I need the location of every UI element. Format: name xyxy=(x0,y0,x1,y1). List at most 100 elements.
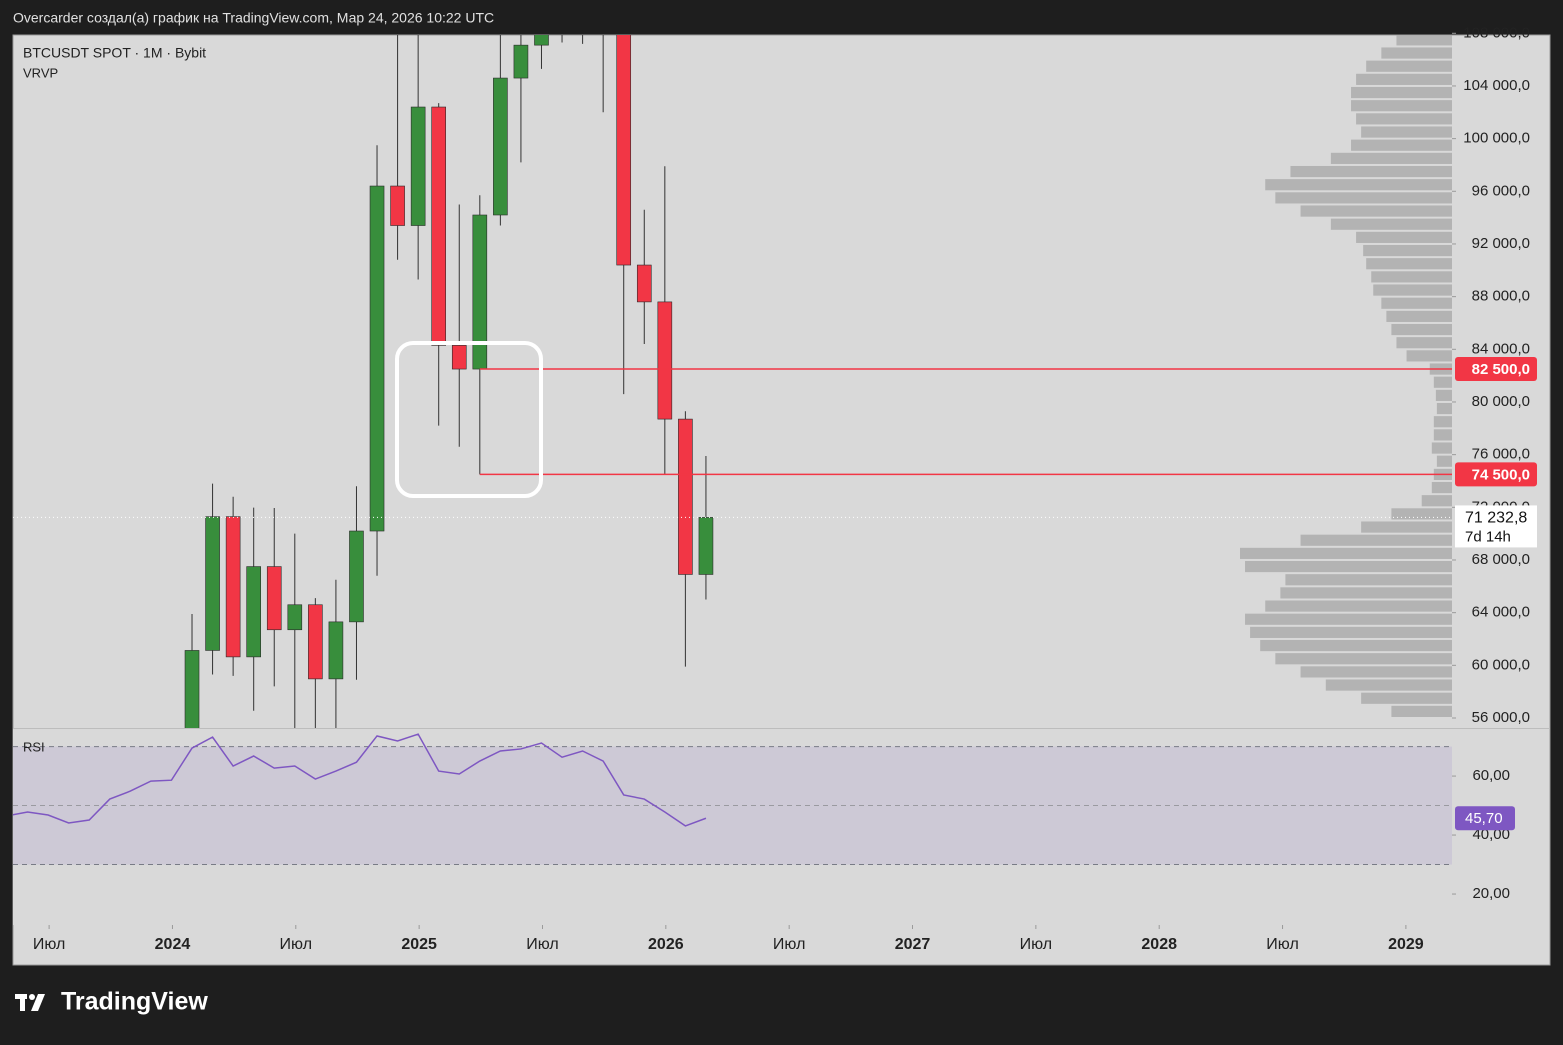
candle-body xyxy=(431,106,447,346)
volume-profile-bar xyxy=(1361,692,1452,704)
y-tick-label: 92 000,0 xyxy=(1472,235,1530,252)
volume-profile-bar xyxy=(1431,481,1452,494)
candle-body xyxy=(184,650,200,728)
candle-body xyxy=(678,418,693,575)
volume-profile-bar xyxy=(1265,179,1452,191)
volume-profile-bar xyxy=(1371,271,1452,283)
rsi-plot xyxy=(13,733,1452,866)
candle-body xyxy=(636,264,652,303)
volume-profile-bar xyxy=(1250,626,1452,638)
rsi-band xyxy=(13,746,1452,865)
volume-profile-bar xyxy=(1300,534,1452,546)
candle-body xyxy=(349,530,364,623)
volume-profile-bar xyxy=(1245,560,1452,573)
volume-profile-bar xyxy=(1391,323,1452,336)
x-tick-label: Июл xyxy=(1020,936,1052,953)
volume-profile-bar xyxy=(1363,244,1452,257)
price-pane xyxy=(13,35,1452,728)
volume-profile-bar xyxy=(1391,705,1452,717)
volume-profile-bar xyxy=(1406,350,1452,362)
x-tick-label: 2028 xyxy=(1141,936,1177,953)
volume-profile-bar xyxy=(1391,508,1452,520)
x-tick-label: 2024 xyxy=(155,936,191,953)
y-tick-label: 68 000,0 xyxy=(1472,551,1530,568)
candle-body xyxy=(657,301,673,420)
volume-profile-bar xyxy=(1356,113,1452,125)
volume-profile-bar xyxy=(1366,60,1452,72)
y-tick-label: 64 000,0 xyxy=(1472,604,1530,621)
logo-icon xyxy=(29,994,35,1000)
volume-profile-bar xyxy=(1245,613,1452,625)
x-tick-label: 2029 xyxy=(1388,936,1424,953)
candle-body xyxy=(328,621,344,680)
volume-profile-bar xyxy=(1300,666,1452,678)
x-tick-label: Июл xyxy=(773,936,805,953)
volume-profile-bar xyxy=(1433,416,1452,428)
price-line-label: 74 500,0 xyxy=(1472,466,1530,483)
candle-body xyxy=(698,517,714,575)
volume-profile-bar xyxy=(1265,600,1452,612)
last-price-box xyxy=(1455,505,1537,548)
candle-body xyxy=(472,214,488,370)
volume-profile-bar xyxy=(1361,521,1452,533)
candle-body xyxy=(369,185,385,532)
x-tick-label: Июл xyxy=(280,936,312,953)
volume-profile-bar xyxy=(1325,679,1452,691)
candle-body xyxy=(410,106,426,226)
volume-profile-bar xyxy=(1433,429,1452,441)
x-tick-label: 2025 xyxy=(401,936,437,953)
x-tick-label: Июл xyxy=(1266,936,1298,953)
volume-profile-bar xyxy=(1280,587,1452,599)
volume-profile-bar xyxy=(1290,165,1452,178)
y-tick-label: 104 000,0 xyxy=(1463,77,1530,94)
candle-body xyxy=(534,35,549,46)
volume-profile-bar xyxy=(1285,574,1452,586)
volume-profile-bar xyxy=(1356,73,1452,85)
candle-body xyxy=(266,566,282,631)
volume-profile-bar xyxy=(1351,100,1452,112)
volume-profile-bar xyxy=(1436,455,1452,467)
volume-profile-bar xyxy=(1351,86,1452,99)
candle-body xyxy=(390,185,405,226)
volume-profile-bar xyxy=(1381,47,1452,59)
x-tick-label: Июл xyxy=(526,936,558,953)
rsi-pane xyxy=(13,728,1452,925)
y-tick-label: 108 000,0 xyxy=(1463,24,1530,41)
volume-profile-bar xyxy=(1240,547,1452,559)
volume-profile-bar xyxy=(1396,337,1452,349)
candle-body xyxy=(287,604,303,631)
volume-profile-bar xyxy=(1361,126,1452,138)
y-tick-label: 40,00 xyxy=(1472,826,1510,843)
volume-profile-bar xyxy=(1421,495,1452,507)
volume-profile-bar xyxy=(1373,284,1452,296)
rsi-last-label: 45,70 xyxy=(1465,810,1503,827)
volume-profile-bar xyxy=(1330,218,1452,230)
symbol-title: BTCUSDT SPOT · 1M · Bybit xyxy=(23,45,206,61)
rsi-line xyxy=(13,733,707,827)
volume-profile-bar xyxy=(1330,152,1452,164)
candle-body xyxy=(616,35,632,266)
y-tick-label: 76 000,0 xyxy=(1472,446,1530,463)
volume-profile-bar xyxy=(1435,389,1452,401)
volume-profile-bar xyxy=(1356,231,1452,243)
volume-profile-bar xyxy=(1396,35,1452,46)
y-tick-label: 60 000,0 xyxy=(1472,656,1530,673)
logo-icon xyxy=(31,994,45,1011)
rsi-last-box xyxy=(1455,806,1515,831)
x-tick-label: 2026 xyxy=(648,936,684,953)
volume-profile-bar xyxy=(1351,139,1452,151)
drawn-rectangle xyxy=(395,341,543,498)
last-price-label: 71 232,8 xyxy=(1465,510,1527,527)
candle-body xyxy=(246,566,261,658)
volume-profile-bar xyxy=(1275,192,1452,204)
price-line-label-box xyxy=(1455,462,1537,487)
rsi-title: RSI xyxy=(23,739,45,754)
y-tick-label: 80 000,0 xyxy=(1472,393,1530,410)
volume-profile-bar xyxy=(1275,653,1452,665)
candle-body xyxy=(451,345,467,370)
volume-profile-bar xyxy=(1381,297,1452,309)
y-tick-label: 84 000,0 xyxy=(1472,340,1530,357)
attribution: Overcarder создал(а) график на TradingVi… xyxy=(13,10,494,26)
